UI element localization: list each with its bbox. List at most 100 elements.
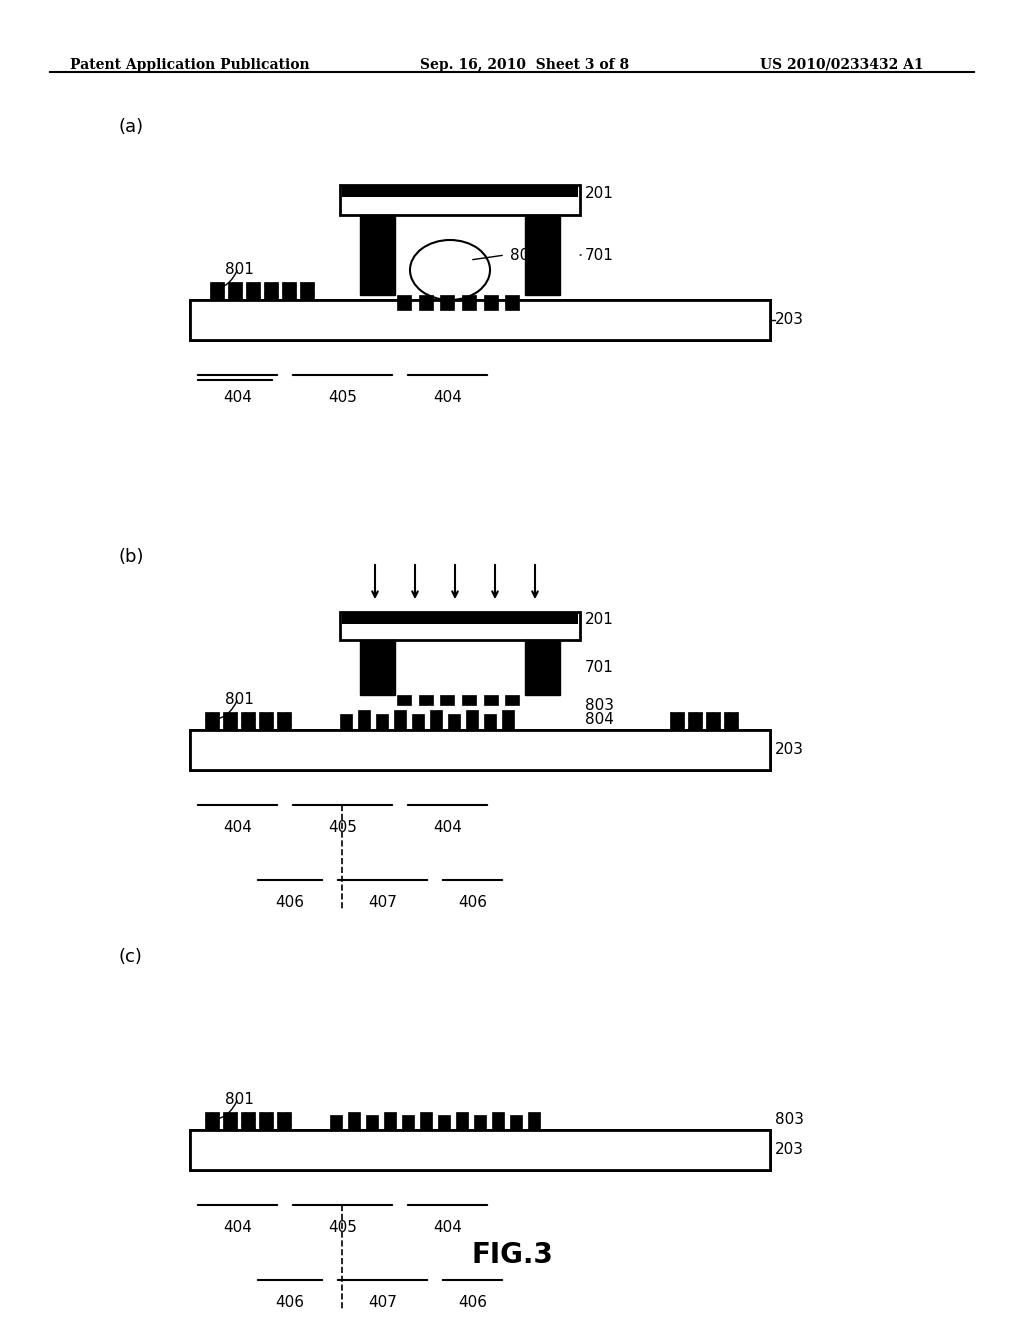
Bar xyxy=(430,710,442,730)
Text: 803: 803 xyxy=(585,697,614,713)
Bar xyxy=(348,1111,360,1130)
Bar xyxy=(282,282,296,300)
Bar xyxy=(241,1111,255,1130)
Bar xyxy=(366,1115,378,1130)
Text: (c): (c) xyxy=(118,948,142,966)
Bar xyxy=(528,1111,540,1130)
Text: 804: 804 xyxy=(585,713,613,727)
Text: 406: 406 xyxy=(458,1295,487,1309)
Bar xyxy=(462,696,476,705)
Bar xyxy=(360,215,395,294)
Bar xyxy=(228,282,242,300)
Text: 201: 201 xyxy=(585,186,613,201)
Bar xyxy=(278,1111,291,1130)
Bar xyxy=(462,294,476,310)
Bar xyxy=(484,714,496,730)
Text: 407: 407 xyxy=(368,895,397,909)
Bar xyxy=(340,612,580,640)
Bar xyxy=(483,294,498,310)
Bar xyxy=(278,711,291,730)
Bar xyxy=(440,696,455,705)
Bar xyxy=(223,711,237,730)
Bar xyxy=(449,714,460,730)
Bar xyxy=(190,300,770,341)
Bar xyxy=(397,294,411,310)
Bar xyxy=(412,714,424,730)
Bar xyxy=(492,1111,504,1130)
Text: 405: 405 xyxy=(328,820,357,836)
Text: 701: 701 xyxy=(585,248,613,263)
Text: Sep. 16, 2010  Sheet 3 of 8: Sep. 16, 2010 Sheet 3 of 8 xyxy=(420,58,629,73)
Bar xyxy=(190,1130,770,1170)
Text: 404: 404 xyxy=(223,820,252,836)
Text: 801: 801 xyxy=(225,263,254,277)
Bar xyxy=(241,711,255,730)
Bar xyxy=(466,710,478,730)
Bar xyxy=(190,300,770,341)
Text: 701: 701 xyxy=(585,660,613,676)
Bar xyxy=(419,696,433,705)
Text: Patent Application Publication: Patent Application Publication xyxy=(70,58,309,73)
Bar xyxy=(190,730,770,770)
Bar xyxy=(340,714,352,730)
Text: 406: 406 xyxy=(275,1295,304,1309)
Text: 407: 407 xyxy=(368,1295,397,1309)
Bar xyxy=(259,1111,273,1130)
Bar xyxy=(474,1115,486,1130)
Text: 404: 404 xyxy=(223,1220,252,1236)
Text: 803: 803 xyxy=(775,1113,804,1127)
Bar xyxy=(438,1115,450,1130)
Bar xyxy=(419,294,433,310)
Bar xyxy=(394,710,406,730)
Text: 801: 801 xyxy=(225,693,254,708)
Bar xyxy=(190,730,770,770)
Text: 405: 405 xyxy=(328,1220,357,1236)
Text: FIG.3: FIG.3 xyxy=(471,1241,553,1269)
Ellipse shape xyxy=(410,240,490,300)
Text: 404: 404 xyxy=(433,389,462,405)
Bar xyxy=(420,1111,432,1130)
Bar xyxy=(402,1115,414,1130)
Text: 405: 405 xyxy=(328,389,357,405)
Bar xyxy=(456,1111,468,1130)
Bar xyxy=(483,696,498,705)
Bar xyxy=(190,1130,770,1170)
Bar xyxy=(688,711,702,730)
Text: 201: 201 xyxy=(585,612,613,627)
Bar xyxy=(525,640,560,696)
Text: 802: 802 xyxy=(510,248,539,263)
Bar xyxy=(223,1111,237,1130)
Bar xyxy=(724,711,738,730)
Text: 203: 203 xyxy=(775,313,804,327)
Text: 203: 203 xyxy=(775,1143,804,1158)
Bar xyxy=(440,294,455,310)
Text: 404: 404 xyxy=(433,1220,462,1236)
Bar xyxy=(342,185,578,197)
Bar xyxy=(330,1115,342,1130)
Bar xyxy=(505,294,519,310)
Bar xyxy=(376,714,388,730)
Bar xyxy=(384,1111,396,1130)
Bar xyxy=(259,711,273,730)
Bar xyxy=(510,1115,522,1130)
Bar xyxy=(360,640,395,696)
Bar xyxy=(210,282,224,300)
Bar xyxy=(505,696,519,705)
Bar xyxy=(246,282,260,300)
Bar xyxy=(205,711,219,730)
Text: 801: 801 xyxy=(225,1093,254,1107)
Text: 404: 404 xyxy=(223,389,252,405)
Bar xyxy=(358,710,370,730)
Text: (a): (a) xyxy=(118,117,143,136)
Bar xyxy=(502,710,514,730)
Bar xyxy=(525,215,560,294)
Bar xyxy=(205,1111,219,1130)
Text: US 2010/0233432 A1: US 2010/0233432 A1 xyxy=(760,58,924,73)
Text: 406: 406 xyxy=(275,895,304,909)
Text: (b): (b) xyxy=(118,548,143,566)
Text: 203: 203 xyxy=(775,742,804,758)
Bar xyxy=(340,185,580,215)
Text: 406: 406 xyxy=(458,895,487,909)
Bar xyxy=(397,696,411,705)
Bar xyxy=(300,282,314,300)
